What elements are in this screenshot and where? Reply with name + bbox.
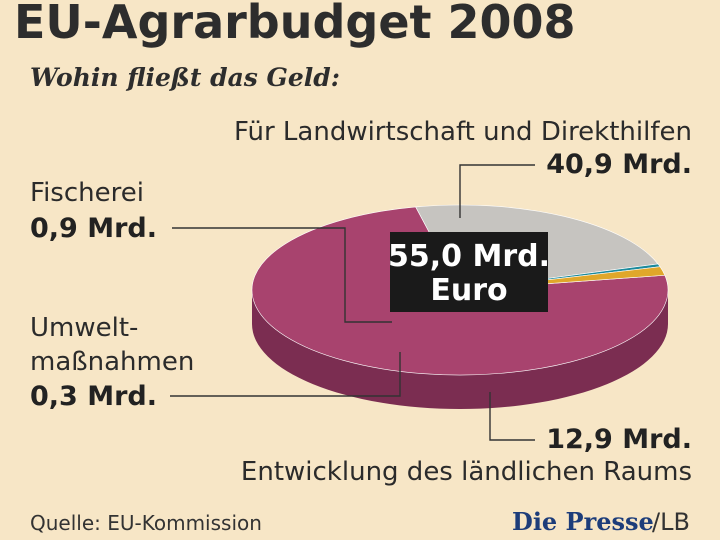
label-umwelt-line2: maßnahmen xyxy=(30,347,194,377)
value-fischerei: 0,9 Mrd. xyxy=(30,213,157,244)
total-box xyxy=(390,232,548,312)
chart-subtitle: Wohin fließt das Geld: xyxy=(30,63,340,92)
source-note: Quelle: EU-Kommission xyxy=(30,511,262,535)
leader-landwirtschaft xyxy=(459,164,535,218)
value-umwelt: 0,3 Mrd. xyxy=(30,381,157,412)
publisher-logo: Die Presse xyxy=(512,507,654,536)
pie-sides xyxy=(252,290,668,409)
label-laendlich: Entwicklung des ländlichen Raums xyxy=(241,457,692,487)
label-umwelt-line1: Umwelt- xyxy=(30,313,138,343)
label-fischerei: Fischerei xyxy=(30,178,144,208)
total-value: 55,0 Mrd. xyxy=(388,239,550,274)
leader-umwelt xyxy=(170,352,401,397)
leader-fischerei xyxy=(172,227,392,323)
publisher-suffix: /LB xyxy=(652,508,690,536)
value-landwirtschaft: 40,9 Mrd. xyxy=(546,149,692,180)
chart-title: EU-Agrarbudget 2008 xyxy=(14,0,576,49)
total-unit: Euro xyxy=(430,273,507,308)
value-laendlich: 12,9 Mrd. xyxy=(546,424,692,455)
leader-laendlich xyxy=(489,392,535,441)
label-landwirtschaft: Für Landwirtschaft und Direkthilfen xyxy=(234,117,692,147)
pie-side-landwirtschaft xyxy=(252,290,668,409)
